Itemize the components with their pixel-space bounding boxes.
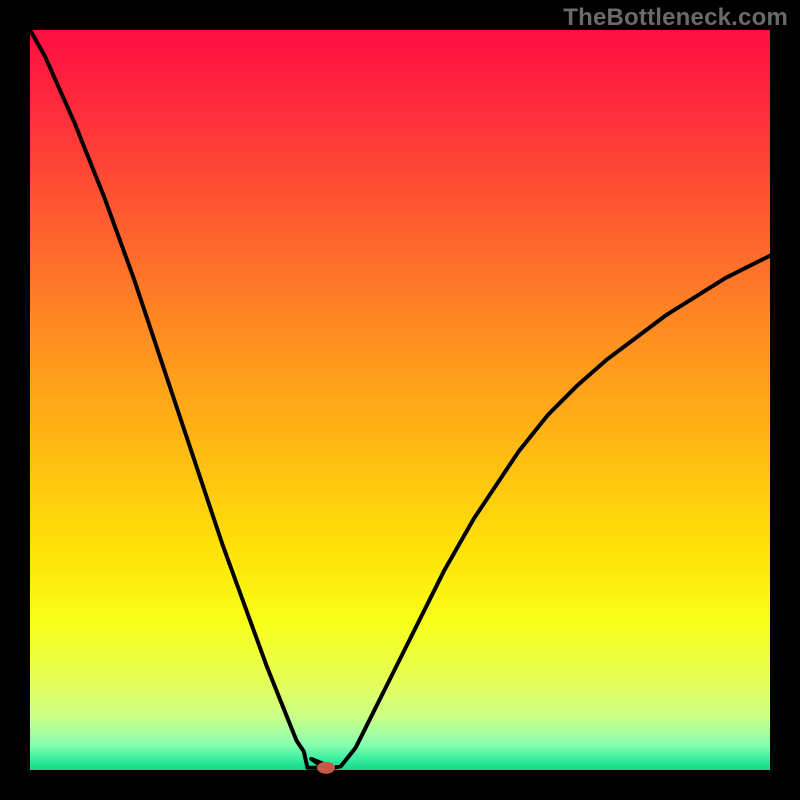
- watermark-text: TheBottleneck.com: [563, 4, 788, 32]
- chart-container: TheBottleneck.com: [0, 0, 800, 800]
- bottleneck-chart: [0, 0, 800, 800]
- optimum-marker: [317, 762, 335, 774]
